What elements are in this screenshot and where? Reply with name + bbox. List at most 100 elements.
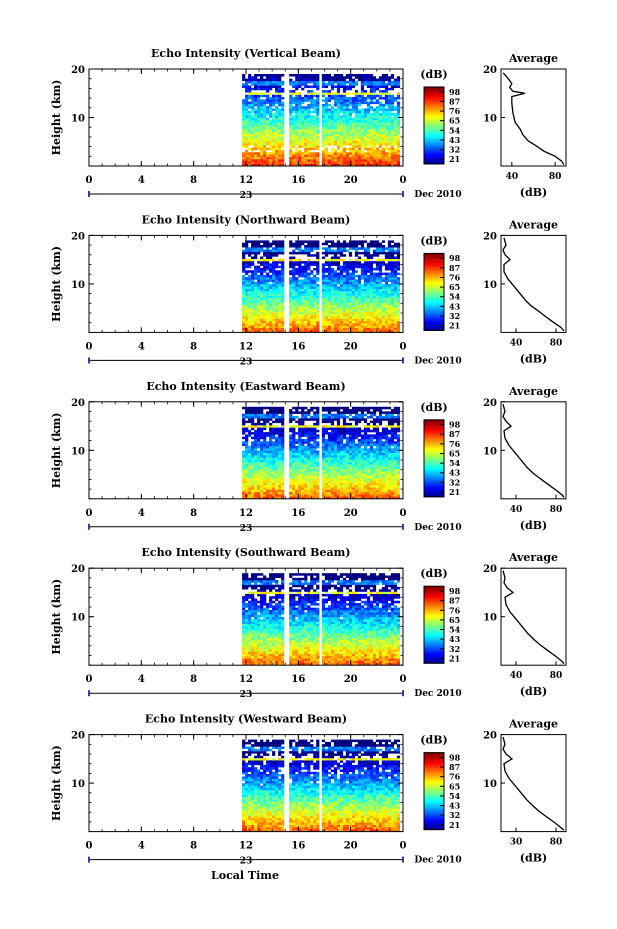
x-tick-label: 20 [344, 508, 358, 519]
x-tick-label: 0 [86, 841, 93, 852]
colorbar [424, 253, 444, 331]
x-tick-label: 12 [239, 175, 253, 186]
panel-title: Echo Intensity (Eastward Beam) [146, 380, 345, 393]
y-tick-label: 10 [71, 446, 85, 457]
local-time-label: Local Time [211, 869, 279, 882]
y-tick-label: 20 [71, 398, 85, 409]
day-label: 23 [240, 357, 253, 367]
colorbar-tick-label: 43 [449, 634, 461, 644]
colorbar-tick-label: 98 [449, 586, 461, 596]
heatmap [242, 573, 401, 666]
colorbar-tick-label: 43 [449, 301, 461, 311]
profile-frame [500, 567, 567, 666]
profile-frame [500, 68, 567, 167]
y-tick-label: 20 [71, 564, 85, 575]
panel-4: Echo Intensity (Westward Beam) Height (km… [50, 713, 567, 867]
x-tick-label: 20 [344, 674, 358, 685]
profile-y-tick-label: 20 [483, 398, 497, 409]
profile-x-tick-label: 40 [510, 338, 523, 348]
colorbar-tick-label: 65 [449, 448, 460, 458]
colorbar-tick-label: 21 [449, 653, 460, 663]
colorbar-frame [423, 419, 445, 498]
x-tick-label: 20 [344, 841, 358, 852]
colorbar-tick-label: 54 [449, 292, 461, 302]
colorbar-tick-label: 43 [449, 135, 461, 145]
x-tick-label: 4 [138, 841, 145, 852]
x-tick-label: 0 [400, 674, 407, 685]
x-tick-label: 16 [291, 341, 305, 352]
x-tick-label: 0 [86, 508, 93, 519]
colorbar-tick-label: 54 [449, 125, 461, 135]
y-axis-label: Height (km) [50, 745, 63, 821]
colorbar-tick-label: 21 [449, 154, 460, 164]
x-tick-label: 0 [86, 674, 93, 685]
profile-y-tick-label: 10 [483, 613, 497, 624]
profile-x-tick-label: 80 [550, 838, 563, 848]
x-tick-label: 4 [138, 341, 145, 352]
profile-title: Average [508, 718, 558, 731]
x-tick-label: 8 [190, 508, 197, 519]
x-tick-label: 0 [400, 841, 407, 852]
colorbar-tick-label: 32 [449, 644, 460, 654]
x-tick-label: 8 [190, 175, 197, 186]
colorbar-tick-label: 98 [449, 752, 461, 762]
profile-line [502, 570, 565, 665]
colorbar-tick-label: 87 [449, 429, 460, 439]
colorbar-tick-label: 87 [449, 596, 460, 606]
colorbar [424, 752, 444, 831]
profile-x-tick-label: 80 [550, 671, 563, 681]
x-tick-label: 16 [291, 508, 305, 519]
profile-x-tick-label: 80 [549, 172, 562, 182]
x-tick-label: 16 [291, 841, 305, 852]
profile-line [502, 72, 565, 165]
colorbar-tick-label: 87 [449, 96, 460, 106]
colorbar-tick-label: 32 [449, 311, 460, 321]
profile-line [502, 237, 565, 332]
x-tick-label: 20 [344, 341, 358, 352]
profile-x-label: (dB) [520, 685, 547, 698]
colorbar-tick-label: 98 [449, 420, 461, 430]
profile-title: Average [508, 385, 558, 398]
x-tick-label: 0 [86, 341, 93, 352]
colorbar-frame [423, 752, 445, 831]
x-tick-label: 0 [400, 341, 407, 352]
panel-2: Echo Intensity (Eastward Beam) Height (km… [50, 380, 567, 534]
profile-x-label: (dB) [520, 852, 547, 865]
panel-0: Echo Intensity (Vertical Beam) Height (km… [50, 47, 567, 201]
x-tick-label: 0 [400, 175, 407, 186]
colorbar-frame [423, 585, 445, 664]
y-tick-label: 10 [71, 114, 85, 125]
panel-1: Echo Intensity (Northward Beam) Height (k… [50, 213, 567, 367]
date-label: Dec 2010 [414, 856, 461, 866]
day-label: 23 [240, 690, 253, 700]
x-tick-label: 4 [138, 175, 145, 186]
x-tick-label: 12 [239, 341, 253, 352]
x-tick-label: 8 [190, 341, 197, 352]
colorbar-frame [423, 252, 445, 331]
day-label: 23 [240, 857, 253, 867]
profile-frame [500, 401, 567, 500]
profile-title: Average [508, 551, 558, 564]
profile-y-tick-label: 10 [483, 114, 497, 125]
x-tick-label: 0 [400, 508, 407, 519]
colorbar-tick-label: 98 [449, 87, 461, 97]
panel-title: Echo Intensity (Southward Beam) [142, 546, 351, 559]
x-tick-label: 16 [291, 674, 305, 685]
profile-line [502, 736, 565, 831]
y-tick-label: 10 [71, 613, 85, 624]
colorbar-tick-label: 32 [449, 477, 460, 487]
panel-title: Echo Intensity (Westward Beam) [145, 713, 347, 726]
x-tick-label: 0 [86, 175, 93, 186]
colorbar-tick-label: 21 [449, 321, 460, 331]
colorbar-tick-label: 32 [449, 810, 460, 820]
date-label: Dec 2010 [414, 689, 461, 699]
colorbar-tick-label: 65 [449, 615, 460, 625]
profile-y-tick-label: 10 [483, 446, 497, 457]
colorbar-tick-label: 21 [449, 820, 460, 830]
colorbar-tick-label: 43 [449, 468, 461, 478]
heatmap [242, 739, 401, 832]
date-label: Dec 2010 [414, 523, 461, 533]
colorbar-tick-label: 98 [449, 253, 461, 263]
x-tick-label: 8 [190, 674, 197, 685]
colorbar-tick-label: 54 [449, 791, 461, 801]
